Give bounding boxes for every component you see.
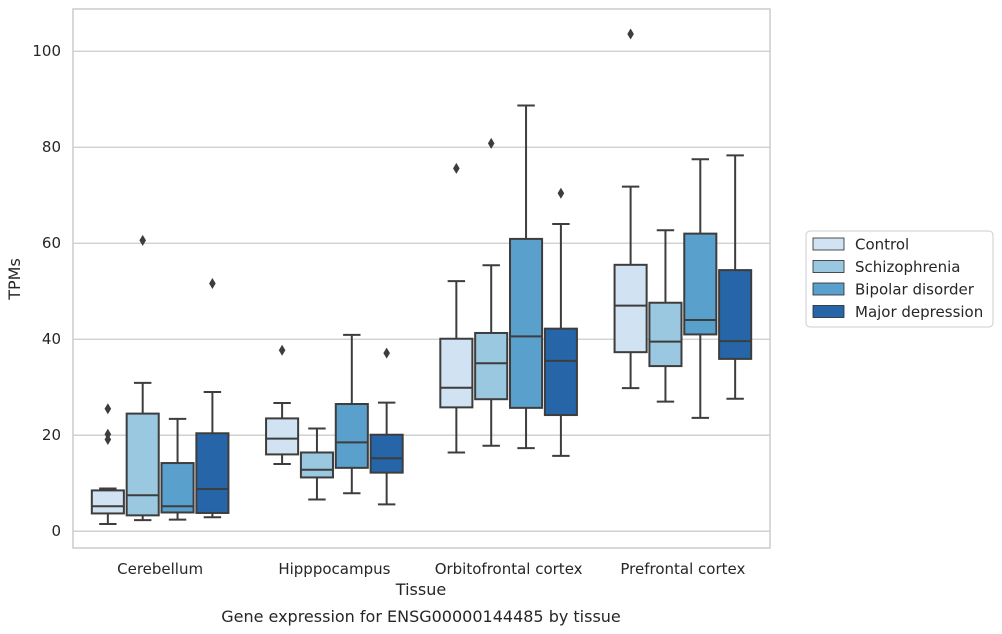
y-tick-label: 100 <box>32 42 61 60</box>
box-2-3 <box>543 187 578 457</box>
legend-swatch <box>812 260 845 273</box>
iqr-box <box>474 331 509 401</box>
box-2-1 <box>474 137 509 447</box>
y-tick-label: 20 <box>42 426 61 444</box>
outlier-point <box>383 347 390 359</box>
box-1-3 <box>369 347 404 506</box>
y-tick-label: 60 <box>42 234 61 252</box>
iqr-box <box>195 432 230 514</box>
legend-label: Bipolar disorder <box>855 281 975 299</box>
y-tick-label: 80 <box>42 138 61 156</box>
outlier-point <box>453 162 460 174</box>
legend-label: Schizophrenia <box>855 258 960 276</box>
box-3-1 <box>648 229 683 403</box>
iqr-box <box>543 327 578 417</box>
iqr-box <box>125 412 160 517</box>
box-0-0 <box>90 403 125 526</box>
x-tick-label: Orbitofrontal cortex <box>435 560 583 578</box>
box-1-2 <box>334 333 369 495</box>
iqr-box <box>648 301 683 368</box>
iqr-box <box>613 263 648 354</box>
outlier-point <box>557 187 565 199</box>
legend-label: Control <box>855 236 909 254</box>
x-tick-label: Cerebellum <box>117 560 203 578</box>
box-0-3 <box>195 278 230 519</box>
outlier-point <box>278 344 286 356</box>
box-3-3 <box>718 154 753 400</box>
y-axis-label: TPMs <box>5 258 24 301</box>
box-2-0 <box>439 162 474 454</box>
x-axis-ticks: Cerebellum Hipppocampus Orbitofrontal cort… <box>117 560 745 578</box>
iqr-box <box>299 451 334 479</box>
box-0-1 <box>125 234 160 522</box>
box-1-0 <box>265 344 300 466</box>
box-0-2 <box>160 417 195 521</box>
outlier-point <box>487 137 495 149</box>
iqr-box <box>439 337 474 409</box>
legend-label: Major depression <box>855 303 983 321</box>
legend-swatch <box>812 282 845 296</box>
iqr-box <box>334 403 369 469</box>
plot-area <box>90 28 753 526</box>
outlier-point <box>209 278 216 290</box>
box-2-2 <box>509 104 544 450</box>
outlier-point <box>104 434 112 446</box>
chart-caption: Gene expression for ENSG00000144485 by t… <box>221 607 621 626</box>
box-1-1 <box>299 427 334 501</box>
iqr-box <box>718 269 753 360</box>
legend-swatch <box>812 237 845 251</box>
outlier-point <box>139 234 146 246</box>
outlier-point <box>104 403 112 415</box>
legend: Control Schizophrenia Bipolar disorder Majo… <box>805 230 994 328</box>
x-tick-label: Prefrontal cortex <box>620 560 745 578</box>
iqr-box <box>509 237 544 409</box>
legend-frame <box>805 230 994 328</box>
y-tick-label: 40 <box>42 330 61 348</box>
plot-frame <box>72 8 771 549</box>
legend-swatch <box>812 305 845 318</box>
y-tick-label: 0 <box>51 522 61 540</box>
iqr-box <box>683 232 718 336</box>
iqr-box <box>90 489 125 515</box>
iqr-box <box>265 417 300 456</box>
iqr-box <box>369 433 404 474</box>
y-axis-ticks: 0 20 40 60 80 100 <box>32 42 61 540</box>
box-3-2 <box>683 158 718 419</box>
outlier-point <box>627 28 634 40</box>
x-axis-label: Tissue <box>395 580 446 599</box>
x-tick-label: Hipppocampus <box>278 560 390 578</box>
box-3-0 <box>613 28 648 390</box>
iqr-box <box>160 462 195 514</box>
gridlines <box>73 50 770 532</box>
